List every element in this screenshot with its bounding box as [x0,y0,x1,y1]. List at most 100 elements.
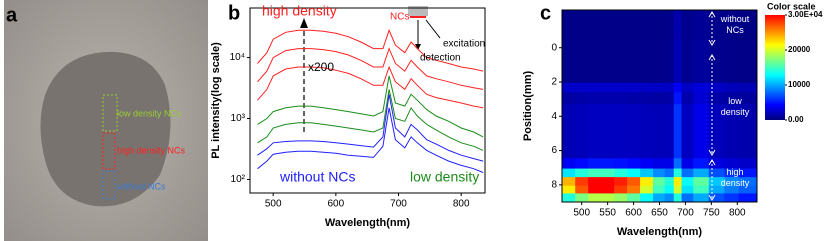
heatmap-cell [601,131,615,146]
heatmap-cell [627,158,641,169]
heatmap-cell [681,82,694,93]
heatmap-cell [562,24,576,41]
heatmap-cell [588,82,602,93]
heatmap-cell [664,104,675,119]
heatmap-cell [562,118,576,133]
heatmap-cell [653,10,666,25]
heatmap-cell [640,158,654,169]
heatmap-cell [673,131,682,146]
heatmap-cell [614,131,628,146]
heatmap-cell [562,131,576,146]
heatmap-cell [627,118,641,133]
heatmap-cell [681,104,694,119]
heatmap-cell [664,145,675,159]
heatmap-cell [588,55,602,72]
heatmap-cell [614,118,628,133]
x-tick-label: 700 [390,199,407,210]
heatmap-cell [640,24,654,41]
y-axis-title: Position(mm) [522,71,534,142]
heatmap-cell [627,55,641,72]
heatmap-cell [575,145,589,159]
heatmap-cell [673,177,682,187]
arrowhead [708,11,716,46]
heatmap-cell [614,158,628,169]
heatmap-cell [627,24,641,41]
sample-disc [40,51,171,207]
heatmap-cell [693,177,710,187]
spectrum-line [257,89,484,151]
heatmap-cell [664,193,675,203]
heatmap-cell [724,10,739,25]
y-tick-label: 0 [551,42,557,53]
heatmap-cell [588,104,602,119]
heatmap-cell [614,177,628,187]
heatmap-cell [724,193,739,203]
heatmap-cell [708,193,725,203]
x-tick-label: 650 [651,208,668,219]
heatmap-cell [627,168,641,178]
heatmap-cell [708,55,725,72]
heatmap-cell [681,185,694,194]
heatmap-cell [681,193,694,203]
heatmap-cell [614,168,628,178]
heatmap-cell [708,24,725,41]
heatmap-cell [601,92,615,105]
heatmap-cell [708,185,725,194]
heatmap-cell [673,168,682,178]
heatmap-cell [693,104,710,119]
heatmap-cell [588,70,602,84]
heatmap-cell [724,40,739,56]
heatmap-cell [653,131,666,146]
x-tick-label: 700 [677,208,694,219]
y-axis-title: PL intensity(log scale) [210,42,222,159]
heatmap-cell [640,118,654,133]
heatmap-cell [588,145,602,159]
heatmap-cell [664,118,675,133]
heatmap-cell [601,82,615,93]
inset-substrate [408,6,428,16]
spectrum-line [257,65,484,109]
heatmap-cell [738,158,758,169]
annotation: detection [420,53,461,64]
heatmap-cell [627,185,641,194]
heatmap-cell [653,177,666,187]
heatmap-cell [614,145,628,159]
heatmap-cell [575,185,589,194]
heatmap-cell [664,55,675,72]
heatmap-cell [708,131,725,146]
heatmap-cell [627,145,641,159]
heatmap-cell [575,158,589,169]
heatmap-cell [601,55,615,72]
annotation: low density [410,169,479,185]
heatmap-cell [575,24,589,41]
heatmap-cell [575,104,589,119]
heatmap-cell [601,70,615,84]
heatmap-cell [708,70,725,84]
heatmap-cell [601,24,615,41]
heatmap-cell [681,10,694,25]
heatmap-cell [653,104,666,119]
heatmap-cell [664,168,675,178]
region-box [102,170,116,200]
heatmap-cell [738,92,758,105]
heatmap-cell [693,158,710,169]
heatmap-cell [627,10,641,25]
heatmap-cell [575,168,589,178]
heatmap-cell [588,118,602,133]
inset-arrow [425,19,441,39]
heatmap-cell [588,185,602,194]
heatmap-cell [640,104,654,119]
heatmap-cell [575,70,589,84]
heatmap-cell [738,193,758,203]
heatmap-cell [738,40,758,56]
heatmap-cell [640,10,654,25]
heatmap-cell [588,92,602,105]
heatmap-cell [627,70,641,84]
x-tick-label: 600 [328,199,345,210]
heatmap-cell [664,82,675,93]
x-axis-title: Wavelength(nm) [617,226,702,238]
heatmap-cell [575,193,589,203]
heatmap-cell [681,70,694,84]
heatmap-cell [627,177,641,187]
y-tick-label: 2 [551,77,557,88]
